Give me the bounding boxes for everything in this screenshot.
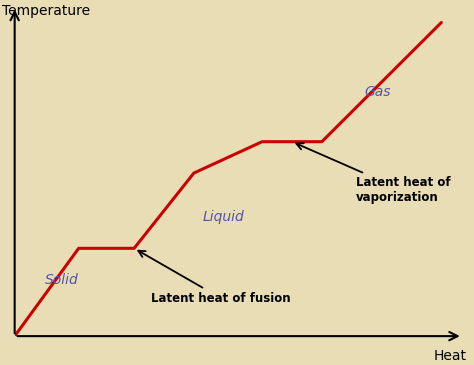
Text: Latent heat of
vaporization: Latent heat of vaporization — [296, 143, 451, 204]
Text: Heat: Heat — [434, 349, 467, 363]
Text: Latent heat of fusion: Latent heat of fusion — [138, 251, 291, 305]
Text: Solid: Solid — [45, 273, 78, 287]
Text: Liquid: Liquid — [202, 210, 244, 224]
Text: Gas: Gas — [365, 85, 391, 99]
Text: Temperature: Temperature — [2, 4, 90, 18]
